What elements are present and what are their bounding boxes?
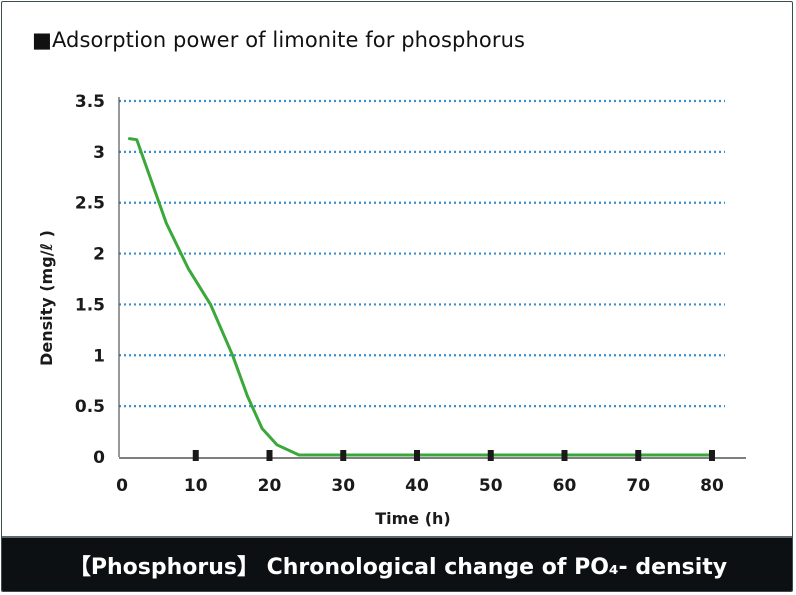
x-tick-label: 10	[184, 476, 208, 496]
y-tick-label: 2.5	[75, 194, 105, 214]
y-tick-label: 0	[93, 448, 105, 468]
axes	[118, 97, 746, 459]
y-axis-label: Density (mg/ℓ )	[37, 230, 56, 366]
baseline-marker	[709, 450, 715, 461]
x-tick-label: 50	[479, 476, 503, 496]
x-tick-label: 60	[553, 476, 577, 496]
footer-caption: 【Phosphorus】 Chronological change of PO₄…	[68, 555, 728, 580]
baseline-marker	[561, 450, 568, 461]
footer-bar: 【Phosphorus】 Chronological change of PO₄…	[2, 536, 792, 591]
x-tick-label: 70	[626, 476, 650, 496]
baseline-marker	[340, 450, 347, 461]
x-tick-label: 80	[700, 476, 724, 496]
y-tick-label: 1.5	[75, 295, 105, 315]
x-axis-label: Time (h)	[375, 509, 451, 528]
grid-lines	[119, 99, 725, 408]
baseline-marker	[487, 450, 494, 461]
y-tick-label: 1	[93, 346, 105, 366]
x-tick-label: 30	[331, 476, 355, 496]
baseline-marker	[635, 450, 642, 461]
baseline-marker	[192, 450, 199, 461]
line-chart: 0 0.5 1 1.5 2 2.5 3 3.5 0 10 20 30 40 50 60 70 80 Time …	[37, 92, 746, 528]
baseline-marker	[266, 450, 273, 461]
y-tick-label: 0.5	[75, 397, 105, 417]
x-tick-labels: 0 10 20 30 40 50 60 70 80	[116, 476, 724, 496]
y-tick-label: 3	[93, 143, 105, 163]
axis-markers	[192, 450, 715, 461]
chart-title: ■Adsorption power of limonite for phosph…	[32, 28, 526, 52]
y-tick-label: 2	[93, 245, 105, 265]
baseline-marker	[414, 450, 420, 461]
x-tick-label: 0	[116, 476, 128, 496]
x-tick-label: 20	[258, 476, 282, 496]
y-tick-label: 3.5	[75, 92, 105, 112]
y-tick-labels: 0 0.5 1 1.5 2 2.5 3 3.5	[75, 92, 105, 468]
series-line	[127, 137, 714, 457]
x-tick-label: 40	[405, 476, 429, 496]
series	[127, 137, 714, 457]
